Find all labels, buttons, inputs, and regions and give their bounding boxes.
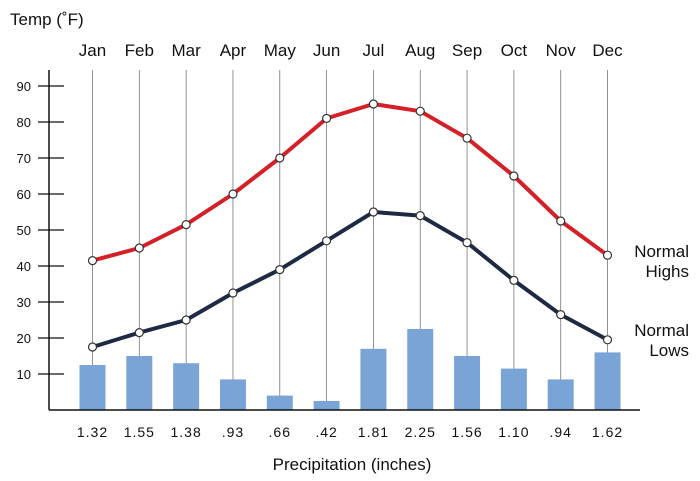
month-label-may: May bbox=[264, 41, 297, 60]
precip-label-apr: .93 bbox=[222, 424, 244, 440]
month-label-sep: Sep bbox=[452, 41, 482, 60]
precip-bar-jun bbox=[313, 401, 340, 410]
precip-label-jul: 1.81 bbox=[358, 424, 389, 440]
point-normal-lows-oct bbox=[509, 275, 519, 285]
point-normal-lows-jul bbox=[368, 207, 379, 217]
month-label-jul: Jul bbox=[363, 41, 385, 60]
point-normal-highs-mar bbox=[181, 220, 191, 230]
precip-bar-dec bbox=[594, 352, 621, 410]
point-normal-lows-aug bbox=[415, 211, 425, 221]
point-normal-highs-feb bbox=[134, 243, 144, 253]
point-normal-lows-jun bbox=[322, 236, 332, 246]
point-normal-lows-mar bbox=[181, 315, 191, 325]
x-axis-title: Precipitation (inches) bbox=[273, 455, 432, 474]
month-label-apr: Apr bbox=[220, 41, 247, 60]
point-normal-lows-feb bbox=[134, 328, 144, 338]
point-normal-highs-jun bbox=[322, 113, 332, 124]
point-normal-highs-apr bbox=[228, 189, 238, 199]
precip-label-sep: 1.56 bbox=[451, 424, 482, 440]
precip-label-mar: 1.38 bbox=[171, 424, 202, 440]
point-normal-lows-dec bbox=[602, 335, 613, 345]
month-labels: Jan Feb Mar Apr May Jun Jul Aug Sep Oct Nov Dec bbox=[79, 41, 623, 60]
y-tick-label-70: 70 bbox=[17, 151, 31, 166]
precipitation-labels: 1.32 1.55 1.38 .93 .66 .42 1.81 2.25 1.56 1.10 .94… bbox=[77, 424, 623, 440]
y-tick-label-40: 40 bbox=[17, 259, 31, 274]
precip-bar-mar bbox=[173, 363, 200, 410]
month-label-oct: Oct bbox=[501, 41, 528, 60]
precip-bar-feb bbox=[126, 356, 153, 410]
y-tick-label-20: 20 bbox=[17, 331, 31, 346]
month-label-nov: Nov bbox=[546, 41, 577, 60]
precip-bar-jul bbox=[360, 348, 387, 410]
point-normal-highs-oct bbox=[509, 171, 519, 181]
temperature-lines bbox=[87, 99, 613, 352]
precip-label-dec: 1.62 bbox=[592, 424, 623, 440]
point-normal-highs-sep bbox=[462, 133, 472, 143]
point-normal-highs-aug bbox=[415, 106, 425, 116]
y-tick-label-80: 80 bbox=[17, 115, 31, 130]
precip-label-oct: 1.10 bbox=[498, 424, 529, 440]
point-normal-highs-jul bbox=[368, 99, 379, 109]
precipitation-bars bbox=[79, 329, 621, 410]
month-label-jun: Jun bbox=[313, 41, 340, 60]
point-normal-lows-sep bbox=[462, 238, 472, 248]
point-normal-highs-jan bbox=[87, 256, 98, 266]
month-label-jan: Jan bbox=[79, 41, 106, 60]
y-axis-ticks: 10 20 30 40 50 60 70 80 90 bbox=[17, 79, 64, 382]
precip-bar-oct bbox=[500, 368, 527, 410]
series-label-normal-highs-1: Normal bbox=[634, 242, 689, 261]
y-axis-title: Temp (˚F) bbox=[10, 10, 84, 29]
point-normal-highs-dec bbox=[602, 250, 613, 260]
precip-label-nov: .94 bbox=[549, 424, 571, 440]
precip-bar-nov bbox=[547, 379, 574, 410]
point-normal-lows-apr bbox=[228, 288, 238, 298]
point-normal-highs-may bbox=[275, 153, 285, 163]
precip-label-jun: .42 bbox=[315, 424, 337, 440]
series-label-normal-highs-2: Highs bbox=[646, 262, 689, 281]
point-normal-lows-nov bbox=[556, 310, 566, 320]
y-tick-label-90: 90 bbox=[17, 79, 31, 94]
precip-bar-may bbox=[266, 395, 293, 410]
point-normal-lows-may bbox=[275, 265, 285, 275]
precip-bar-sep bbox=[454, 356, 481, 410]
precip-bar-aug bbox=[407, 329, 434, 410]
y-tick-label-50: 50 bbox=[17, 223, 31, 238]
series-label-normal-lows-1: Normal bbox=[634, 321, 689, 340]
y-tick-label-30: 30 bbox=[17, 295, 31, 310]
series-line-normal-highs bbox=[90, 102, 610, 263]
y-tick-label-10: 10 bbox=[17, 367, 31, 382]
vertical-gridlines bbox=[92, 70, 608, 410]
point-normal-lows-jan bbox=[87, 342, 98, 352]
month-label-aug: Aug bbox=[405, 41, 435, 60]
precip-label-feb: 1.55 bbox=[124, 424, 155, 440]
month-label-mar: Mar bbox=[171, 41, 201, 60]
series-line-normal-lows bbox=[90, 210, 610, 349]
y-tick-label-60: 60 bbox=[17, 187, 31, 202]
precip-label-aug: 2.25 bbox=[405, 424, 436, 440]
precip-bar-jan bbox=[79, 365, 106, 410]
precip-label-may: .66 bbox=[269, 424, 291, 440]
month-label-dec: Dec bbox=[592, 41, 623, 60]
point-normal-highs-nov bbox=[556, 216, 566, 226]
precip-bar-apr bbox=[219, 379, 246, 410]
month-label-feb: Feb bbox=[125, 41, 154, 60]
precip-label-jan: 1.32 bbox=[77, 424, 108, 440]
series-label-normal-lows-2: Lows bbox=[649, 341, 689, 360]
